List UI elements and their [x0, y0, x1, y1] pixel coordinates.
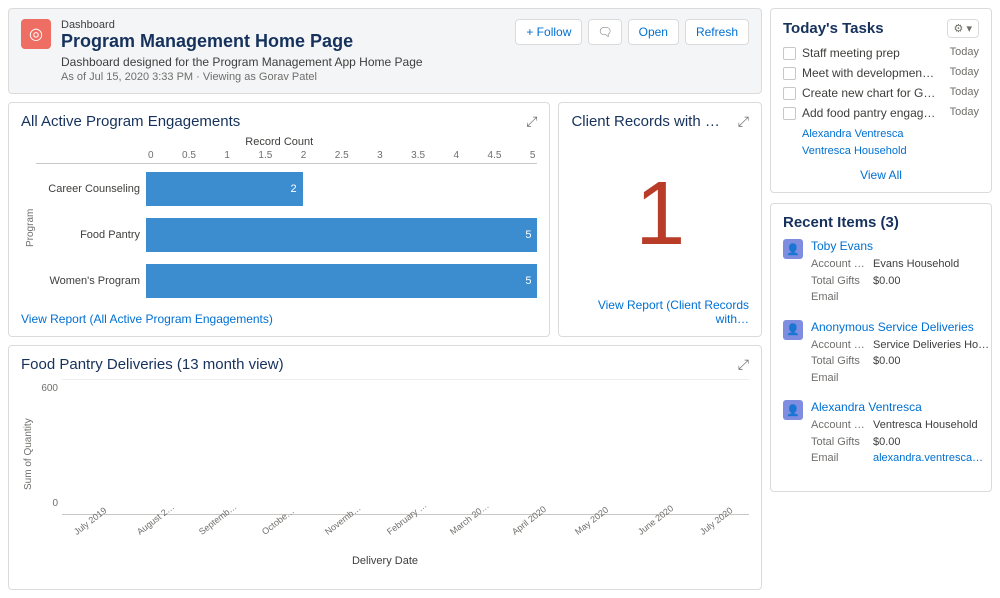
field-value: $0.00: [873, 434, 983, 451]
field-value[interactable]: alexandra.ventresca…: [873, 450, 983, 467]
field-value: Evans Household: [873, 256, 979, 273]
field-label: Total Gifts: [811, 434, 867, 451]
deliveries-chart-card: Food Pantry Deliveries (13 month view) ⤢…: [8, 345, 762, 590]
field-label: Account …: [811, 256, 867, 273]
tasks-panel-title: Today's Tasks: [783, 20, 884, 37]
chart-bar-row: Career Counseling2: [36, 168, 537, 210]
header-meta: As of Jul 15, 2020 3:33 PM · Viewing as …: [61, 71, 423, 83]
task-label: Add food pantry engag…: [802, 106, 944, 120]
task-label: Staff meeting prep: [802, 46, 944, 60]
recent-item: 👤Anonymous Service DeliveriesAccount …Se…: [783, 320, 979, 387]
field-label: Email: [811, 289, 867, 306]
engagements-view-report-link[interactable]: View Report (All Active Program Engageme…: [21, 312, 273, 326]
tasks-settings-button[interactable]: ⚙ ▾: [947, 19, 979, 38]
bar[interactable]: 2: [146, 172, 303, 206]
bar[interactable]: 5: [146, 264, 537, 298]
field-value: Ventresca Household: [873, 417, 983, 434]
recent-item-name-link[interactable]: Alexandra Ventresca: [811, 400, 922, 414]
expand-icon[interactable]: ⤢: [738, 356, 749, 373]
recent-item: 👤 Toby Evans Account … Evans Household Total…: [783, 239, 979, 306]
task-label: Create new chart for G…: [802, 86, 944, 100]
expand-icon[interactable]: ⤢: [526, 113, 537, 130]
field-value: [873, 289, 979, 306]
recent-item-name-link[interactable]: Anonymous Service Deliveries: [811, 320, 974, 334]
metric-view-report-link[interactable]: View Report (Client Records with…: [571, 298, 749, 326]
page-title: Program Management Home Page: [61, 31, 423, 53]
engagements-x-axis-title: Record Count: [21, 136, 537, 148]
refresh-button[interactable]: Refresh: [685, 19, 749, 45]
task-row[interactable]: Add food pantry engag… Today: [783, 106, 979, 120]
task-date: Today: [950, 106, 979, 118]
recent-item: 👤Alexandra VentrescaAccount …Ventresca H…: [783, 400, 979, 467]
engagements-y-axis-title: Program: [21, 150, 36, 306]
field-label: Account …: [811, 337, 867, 354]
bar-label: Career Counseling: [36, 183, 146, 195]
task-label: Meet with developmen…: [802, 66, 944, 80]
task-checkbox[interactable]: [783, 107, 796, 120]
engagements-chart-title: All Active Program Engagements: [21, 113, 240, 130]
tasks-view-all-link[interactable]: View All: [860, 168, 902, 182]
contact-icon: 👤: [783, 400, 803, 420]
deliveries-y-ticks: 6000: [34, 379, 62, 529]
deliveries-x-axis-title: Delivery Date: [21, 555, 749, 567]
field-label: Email: [811, 370, 867, 387]
metric-value: 1: [571, 169, 749, 259]
task-checkbox[interactable]: [783, 47, 796, 60]
dashboard-header: ◎ Dashboard Program Management Home Page…: [8, 8, 762, 94]
field-label: Total Gifts: [811, 273, 867, 290]
engagements-x-ticks: 00.511.522.533.544.55: [146, 150, 537, 163]
recent-item-name-link[interactable]: Toby Evans: [811, 239, 873, 253]
client-records-metric-card: Client Records with … ⤢ 1 View Report (C…: [558, 102, 762, 337]
task-row[interactable]: Meet with developmen… Today: [783, 66, 979, 80]
dashboard-app-icon: ◎: [21, 19, 51, 49]
bar-label: Food Pantry: [36, 229, 146, 241]
contact-icon: 👤: [783, 320, 803, 340]
task-date: Today: [950, 46, 979, 58]
engagements-chart-card: All Active Program Engagements ⤢ Record …: [8, 102, 550, 337]
task-date: Today: [950, 66, 979, 78]
task-row[interactable]: Staff meeting prep Today: [783, 46, 979, 60]
header-description: Dashboard designed for the Program Manag…: [61, 55, 423, 69]
task-checkbox[interactable]: [783, 67, 796, 80]
task-related-link[interactable]: Alexandra Ventresca: [802, 126, 979, 143]
field-label: Total Gifts: [811, 353, 867, 370]
deliveries-y-axis-title: Sum of Quantity: [21, 379, 34, 529]
deliveries-chart-title: Food Pantry Deliveries (13 month view): [21, 356, 284, 373]
header-subtitle: Dashboard: [61, 19, 423, 31]
deliveries-x-labels: July 2019August 2…Septemb…Octobe…Novemb……: [62, 515, 749, 529]
recent-panel-title: Recent Items (3): [783, 214, 899, 231]
expand-icon[interactable]: ⤢: [738, 113, 749, 130]
share-button[interactable]: 🗨: [588, 19, 621, 45]
todays-tasks-panel: Today's Tasks ⚙ ▾ Staff meeting prep Toda…: [770, 8, 992, 193]
chart-bar-row: Women's Program5: [36, 260, 537, 302]
field-value: [873, 370, 989, 387]
field-label: Email: [811, 450, 867, 467]
follow-button[interactable]: + Follow: [515, 19, 582, 45]
task-related-link[interactable]: Ventresca Household: [802, 143, 979, 160]
field-label: Account …: [811, 417, 867, 434]
open-button[interactable]: Open: [628, 19, 679, 45]
contact-icon: 👤: [783, 239, 803, 259]
field-value: Service Deliveries Ho…: [873, 337, 989, 354]
field-value: $0.00: [873, 273, 979, 290]
chart-bar-row: Food Pantry5: [36, 214, 537, 256]
task-checkbox[interactable]: [783, 87, 796, 100]
deliveries-bars: [62, 379, 749, 515]
recent-items-panel: Recent Items (3) 👤 Toby Evans Account … Eva…: [770, 203, 992, 492]
metric-card-title: Client Records with …: [571, 113, 719, 130]
task-date: Today: [950, 86, 979, 98]
bar[interactable]: 5: [146, 218, 537, 252]
bar-label: Women's Program: [36, 275, 146, 287]
task-row[interactable]: Create new chart for G… Today: [783, 86, 979, 100]
field-value: $0.00: [873, 353, 989, 370]
